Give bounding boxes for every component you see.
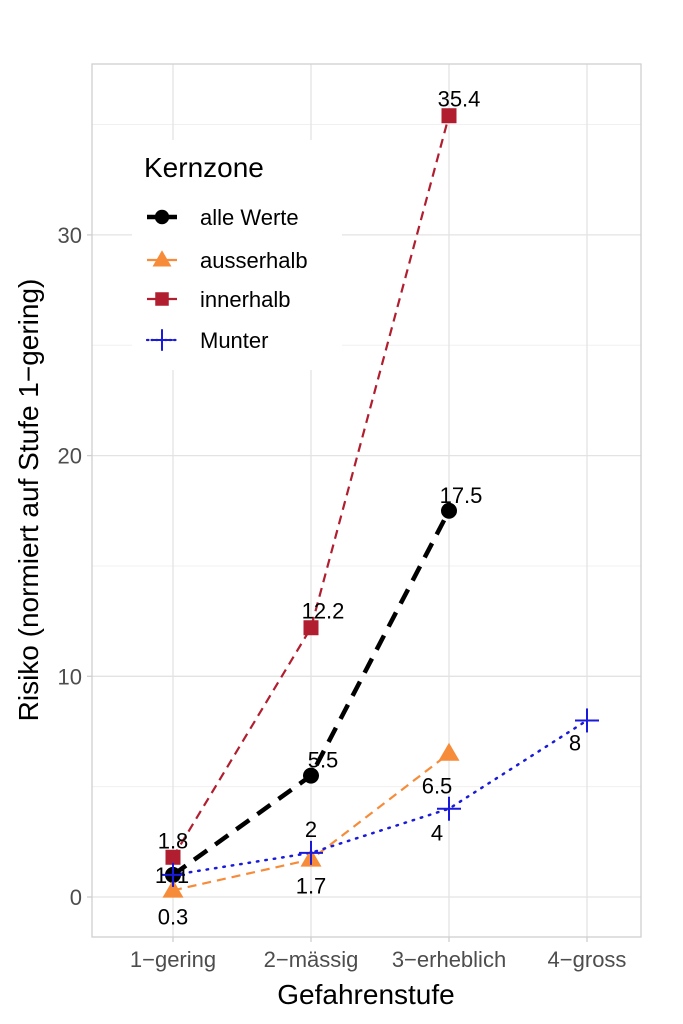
data-label-ausserhalb: 6.5 xyxy=(422,774,453,799)
y-tick-label: 30 xyxy=(58,223,82,248)
data-label-innerhalb: 35.4 xyxy=(438,87,481,112)
data-point-ausserhalb xyxy=(438,742,460,761)
legend-item-innerhalb: innerhalb xyxy=(147,287,291,312)
data-point-innerhalb xyxy=(303,620,319,636)
legend-background xyxy=(132,140,342,370)
legend-item-munter: Munter xyxy=(145,328,268,353)
series-line-munter xyxy=(171,719,589,877)
legend-label: alle Werte xyxy=(200,205,299,230)
data-label-munter: 8 xyxy=(569,730,581,755)
data-label-alle-werte: 17.5 xyxy=(440,483,483,508)
data-label-alle-werte: 1 xyxy=(155,863,167,888)
data-point-innerhalb xyxy=(441,108,457,124)
data-point-munter xyxy=(437,796,461,821)
series-line-innerhalb xyxy=(172,115,451,858)
x-tick-label: 4−gross xyxy=(548,947,627,972)
data-point-ausserhalb xyxy=(162,879,184,898)
legend-item-alle-werte: alle Werte xyxy=(147,205,299,230)
legend-key-plus-icon xyxy=(151,329,173,351)
data-label-munter: 4 xyxy=(431,821,443,846)
series-layer xyxy=(161,108,599,898)
data-point-alle-werte xyxy=(303,767,319,784)
x-tick-label: 1−gering xyxy=(130,947,216,972)
plot-panel-border xyxy=(91,63,642,938)
x-tick-label: 2−mässig xyxy=(264,947,359,972)
legend-title: Kernzone xyxy=(144,152,264,183)
y-tick-label: 10 xyxy=(58,664,82,689)
data-label-innerhalb: 1.8 xyxy=(158,828,189,853)
data-label-alle-werte: 5.5 xyxy=(308,748,339,773)
legend-label: innerhalb xyxy=(200,287,291,312)
data-labels: 1 5.5 17.5 0.3 1.7 6.5 1.8 12.2 35.4 1 2 4 8 xyxy=(155,87,581,930)
y-tick-label: 20 xyxy=(58,444,82,469)
data-point-innerhalb xyxy=(165,849,181,865)
legend-key-triangle-icon xyxy=(152,250,172,267)
y-axis-title: Risiko (normiert auf Stufe 1−gering) xyxy=(13,279,44,722)
data-point-alle-werte xyxy=(441,502,457,519)
legend: Kernzone alle Werte ausserhalb innerhalb Mu… xyxy=(132,140,342,370)
data-point-munter xyxy=(161,862,185,887)
legend-key-circle-icon xyxy=(154,209,170,225)
axes: 0 10 20 30 1−gering 2−mässig 3−erheblich 4−gros… xyxy=(58,223,627,972)
legend-key-square-icon xyxy=(155,292,169,306)
data-point-munter xyxy=(299,840,323,865)
y-tick-label: 0 xyxy=(70,885,82,910)
data-label-innerhalb: 12.2 xyxy=(302,599,345,624)
data-label-ausserhalb: 1.7 xyxy=(296,873,327,898)
legend-label: Munter xyxy=(200,328,268,353)
data-label-munter: 2 xyxy=(305,817,317,842)
x-axis-title: Gefahrenstufe xyxy=(277,979,454,1010)
x-tick-label: 3−erheblich xyxy=(392,947,506,972)
data-point-munter xyxy=(575,708,599,733)
legend-label: ausserhalb xyxy=(200,248,308,273)
data-label-munter: 1 xyxy=(177,863,189,888)
data-label-ausserhalb: 0.3 xyxy=(158,904,189,929)
legend-item-ausserhalb: ausserhalb xyxy=(147,248,308,273)
